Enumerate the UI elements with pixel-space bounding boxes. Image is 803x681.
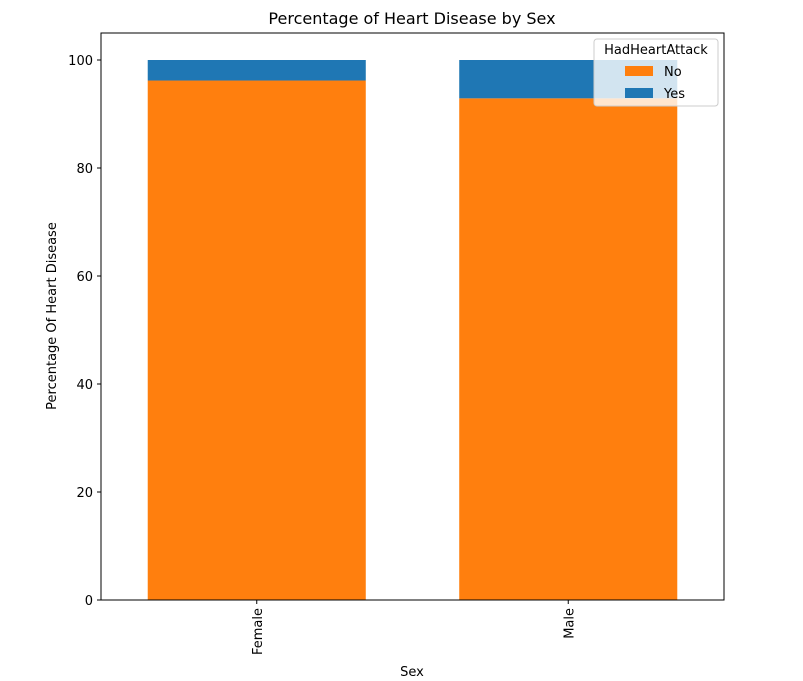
y-tick-label: 20 (76, 486, 93, 501)
y-axis-label: Percentage Of Heart Disease (45, 222, 60, 410)
legend-title: HadHeartAttack (604, 43, 708, 58)
x-tick-label-male: Male (562, 608, 577, 639)
y-tick-label: 80 (76, 162, 93, 177)
legend-label-yes: Yes (663, 87, 685, 102)
plot-area (100, 32, 725, 601)
x-axis: Female Male (251, 600, 577, 655)
plot-frame (100, 32, 725, 601)
y-axis: 0 20 40 60 80 100 (68, 54, 101, 609)
x-axis-label: Sex (400, 665, 424, 680)
y-tick-label: 0 (85, 594, 93, 609)
legend: HadHeartAttack No Yes (593, 38, 719, 107)
legend-swatch-no (625, 66, 653, 76)
bar-male-no (459, 98, 678, 600)
y-tick-label: 40 (76, 378, 93, 393)
bar-female-yes (147, 60, 366, 81)
bar-female-no (147, 80, 366, 600)
y-tick-label: 100 (68, 54, 93, 69)
chart-title: Percentage of Heart Disease by Sex (268, 9, 555, 28)
x-tick-label-female: Female (251, 608, 266, 655)
legend-swatch-yes (625, 88, 653, 98)
bars (147, 60, 678, 600)
y-tick-label: 60 (76, 270, 93, 285)
legend-label-no: No (664, 65, 682, 80)
